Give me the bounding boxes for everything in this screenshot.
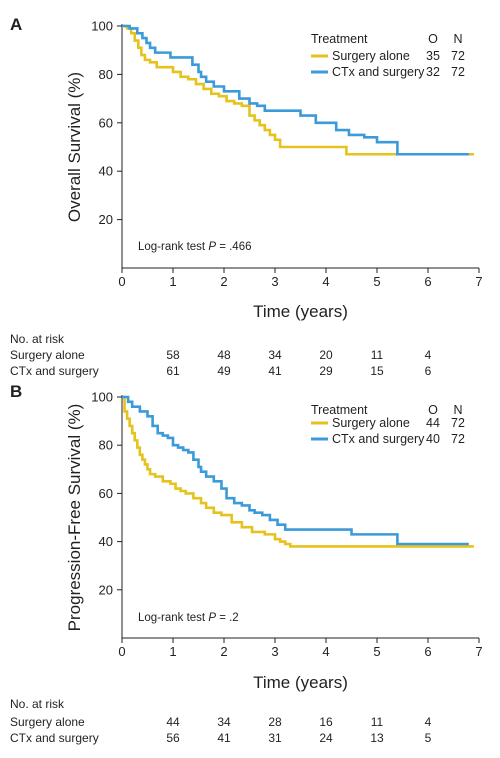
legend-entry-n: 72 (451, 49, 465, 63)
logrank-value: = .2 (216, 612, 239, 624)
risk-count: 41 (268, 364, 282, 378)
legend-entry-o: 35 (426, 49, 440, 63)
risk-count: 61 (166, 364, 180, 378)
survival-curve-surgery-alone (122, 24, 474, 156)
panel-letter: A (10, 15, 22, 34)
risk-count: 49 (217, 364, 231, 378)
risk-count: 20 (319, 348, 333, 362)
risk-count: 24 (319, 731, 333, 745)
survival-curve-ctx-and-surgery (122, 395, 469, 546)
risk-row-label: Surgery alone (10, 348, 85, 362)
x-tick-label: 6 (424, 644, 431, 659)
risk-count: 11 (371, 348, 384, 362)
logrank-prefix: Log-rank test (138, 612, 208, 624)
legend-entry-label: CTx and surgery (332, 432, 425, 446)
x-tick-label: 4 (322, 274, 329, 289)
x-tick-label: 4 (322, 644, 329, 659)
logrank-annotation: Log-rank test P = .466 (138, 241, 252, 253)
risk-count: 31 (268, 731, 282, 745)
legend-entry-n: 72 (451, 65, 465, 79)
risk-count: 5 (425, 731, 432, 745)
x-tick-label: 0 (118, 274, 125, 289)
risk-count: 34 (217, 715, 231, 729)
legend-col-o: O (428, 403, 438, 417)
logrank-p: P (208, 241, 216, 253)
legend-title: Treatment (311, 32, 368, 46)
x-tick-label: 3 (271, 274, 278, 289)
legend-col-n: N (453, 403, 462, 417)
logrank-prefix: Log-rank test (138, 241, 208, 253)
risk-count: 58 (166, 348, 180, 362)
x-tick-label: 2 (220, 274, 227, 289)
risk-count: 44 (166, 715, 180, 729)
panel-letter: B (10, 382, 22, 401)
x-tick-label: 5 (373, 274, 380, 289)
survival-curve-ctx-and-surgery (122, 24, 469, 156)
risk-count: 16 (319, 715, 333, 729)
logrank-value: = .466 (216, 241, 252, 253)
legend-entry-n: 72 (451, 416, 465, 430)
logrank-annotation: Log-rank test P = .2 (138, 612, 239, 624)
x-tick-label: 6 (424, 274, 431, 289)
y-tick-label: 60 (99, 115, 113, 130)
legend-entry-o: 32 (426, 65, 440, 79)
legend-title: Treatment (311, 403, 368, 417)
x-tick-label: 1 (169, 644, 176, 659)
risk-table-title: No. at risk (10, 697, 65, 711)
x-tick-label: 2 (220, 644, 227, 659)
legend-entry-label: Surgery alone (332, 416, 410, 430)
survival-curve-surgery-alone (122, 395, 474, 548)
legend-entry-label: CTx and surgery (332, 65, 425, 79)
y-tick-label: 20 (99, 582, 113, 597)
y-tick-label: 80 (99, 438, 113, 453)
y-axis-title: Progression-Free Survival (%) (65, 404, 84, 632)
risk-count: 41 (217, 731, 231, 745)
y-tick-label: 100 (91, 390, 113, 405)
risk-count: 4 (425, 348, 432, 362)
risk-count: 11 (371, 715, 384, 729)
risk-count: 13 (370, 731, 384, 745)
legend-entry-o: 44 (426, 416, 440, 430)
risk-row-label: CTx and surgery (10, 731, 99, 745)
x-tick-label: 5 (373, 644, 380, 659)
risk-row-label: Surgery alone (10, 715, 85, 729)
y-tick-label: 40 (99, 534, 113, 549)
x-tick-label: 7 (475, 644, 482, 659)
legend-entry-label: Surgery alone (332, 49, 410, 63)
y-tick-label: 20 (99, 212, 113, 227)
risk-count: 48 (217, 348, 231, 362)
logrank-p: P (208, 612, 216, 624)
risk-table-title: No. at risk (10, 332, 65, 346)
risk-count: 15 (370, 364, 384, 378)
y-tick-label: 60 (99, 486, 113, 501)
y-axis-title: Overall Survival (%) (65, 72, 84, 222)
risk-count: 56 (166, 731, 180, 745)
risk-count: 4 (425, 715, 432, 729)
y-tick-label: 80 (99, 67, 113, 82)
x-tick-label: 0 (118, 644, 125, 659)
risk-count: 6 (425, 364, 432, 378)
risk-row-label: CTx and surgery (10, 364, 99, 378)
y-tick-label: 40 (99, 164, 113, 179)
x-tick-label: 1 (169, 274, 176, 289)
risk-count: 29 (319, 364, 333, 378)
y-tick-label: 100 (91, 19, 113, 34)
legend-entry-n: 72 (451, 432, 465, 446)
risk-count: 28 (268, 715, 282, 729)
legend-col-o: O (428, 32, 438, 46)
x-tick-label: 7 (475, 274, 482, 289)
x-tick-label: 3 (271, 644, 278, 659)
x-axis-title: Time (years) (253, 673, 348, 692)
risk-count: 34 (268, 348, 282, 362)
legend-col-n: N (453, 32, 462, 46)
x-axis-title: Time (years) (253, 302, 348, 321)
legend-entry-o: 40 (426, 432, 440, 446)
